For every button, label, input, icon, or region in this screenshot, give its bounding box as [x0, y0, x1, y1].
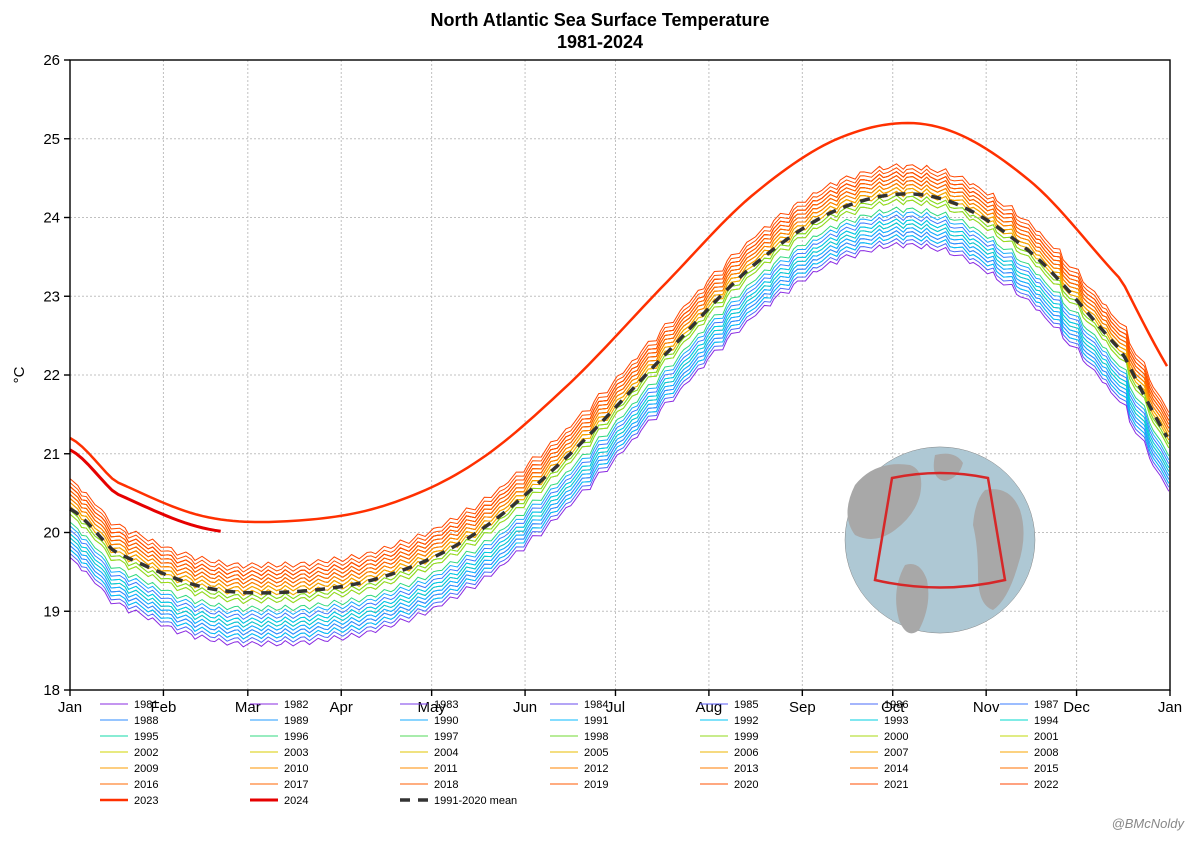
xtick-Nov-10: Nov [973, 699, 1000, 716]
legend-item-1997: 1997 [434, 731, 458, 743]
xtick-Sep-8: Sep [789, 699, 816, 716]
legend-item-1991-2020-mean: 1991-2020 mean [434, 795, 517, 807]
legend-item-1987: 1987 [1034, 699, 1058, 711]
xtick-Aug-7: Aug [696, 699, 723, 716]
chart-title-2: 1981-2024 [557, 32, 643, 52]
legend-item-2016: 2016 [134, 779, 158, 791]
ytick-21: 21 [43, 446, 60, 463]
legend-item-1983: 1983 [434, 699, 458, 711]
legend-item-2023: 2023 [134, 795, 158, 807]
legend-item-1985: 1985 [734, 699, 758, 711]
legend-item-1998: 1998 [584, 731, 608, 743]
legend-item-1995: 1995 [134, 731, 158, 743]
legend-item-2003: 2003 [284, 747, 308, 759]
legend-item-1990: 1990 [434, 715, 458, 727]
xtick-Jan-0: Jan [58, 699, 82, 716]
xtick-Jun-5: Jun [513, 699, 537, 716]
legend-item-2019: 2019 [584, 779, 608, 791]
legend-item-1994: 1994 [1034, 715, 1058, 727]
ytick-25: 25 [43, 131, 60, 148]
sst-chart: North Atlantic Sea Surface Temperature19… [0, 0, 1200, 844]
legend-item-1984: 1984 [584, 699, 608, 711]
legend-item-2005: 2005 [584, 747, 608, 759]
legend-item-2015: 2015 [1034, 763, 1058, 775]
chart-title-1: North Atlantic Sea Surface Temperature [430, 10, 769, 30]
legend-item-2008: 2008 [1034, 747, 1058, 759]
legend-item-2009: 2009 [134, 763, 158, 775]
y-axis-label: °C [11, 366, 28, 383]
xtick-Jul-6: Jul [606, 699, 625, 716]
legend-item-2000: 2000 [884, 731, 908, 743]
legend-item-2001: 2001 [1034, 731, 1058, 743]
legend-item-1989: 1989 [284, 715, 308, 727]
legend-item-2007: 2007 [884, 747, 908, 759]
legend-item-2013: 2013 [734, 763, 758, 775]
legend-item-1999: 1999 [734, 731, 758, 743]
legend-item-2002: 2002 [134, 747, 158, 759]
ytick-22: 22 [43, 367, 60, 384]
legend-item-1992: 1992 [734, 715, 758, 727]
legend-item-2006: 2006 [734, 747, 758, 759]
legend-item-2012: 2012 [584, 763, 608, 775]
legend-item-2010: 2010 [284, 763, 308, 775]
xtick-Jan-12: Jan [1158, 699, 1182, 716]
legend-item-1986: 1986 [884, 699, 908, 711]
legend-item-2011: 2011 [434, 763, 458, 775]
legend-item-1981: 1981 [134, 699, 158, 711]
legend-item-1988: 1988 [134, 715, 158, 727]
xtick-Mar-2: Mar [235, 699, 261, 716]
legend-item-2024: 2024 [284, 795, 308, 807]
series-2024 [70, 450, 221, 531]
xtick-Dec-11: Dec [1063, 699, 1090, 716]
legend-item-2022: 2022 [1034, 779, 1058, 791]
legend-item-2014: 2014 [884, 763, 908, 775]
ytick-20: 20 [43, 525, 60, 542]
series-2023 [70, 123, 1167, 522]
legend-item-1982: 1982 [284, 699, 308, 711]
legend-item-1991: 1991 [584, 715, 608, 727]
ytick-23: 23 [43, 288, 60, 305]
legend-item-2004: 2004 [434, 747, 458, 759]
legend-item-2018: 2018 [434, 779, 458, 791]
attribution: @BMcNoldy [1112, 816, 1186, 831]
chart-container: North Atlantic Sea Surface Temperature19… [0, 0, 1200, 844]
legend-item-1996: 1996 [284, 731, 308, 743]
ytick-26: 26 [43, 52, 60, 69]
ytick-19: 19 [43, 603, 60, 620]
ytick-24: 24 [43, 210, 60, 227]
inset-globe [845, 447, 1035, 633]
legend-item-2017: 2017 [284, 779, 308, 791]
ytick-18: 18 [43, 682, 60, 699]
legend-item-2021: 2021 [884, 779, 908, 791]
xtick-Apr-3: Apr [330, 699, 353, 716]
legend-item-1993: 1993 [884, 715, 908, 727]
legend-item-2020: 2020 [734, 779, 758, 791]
